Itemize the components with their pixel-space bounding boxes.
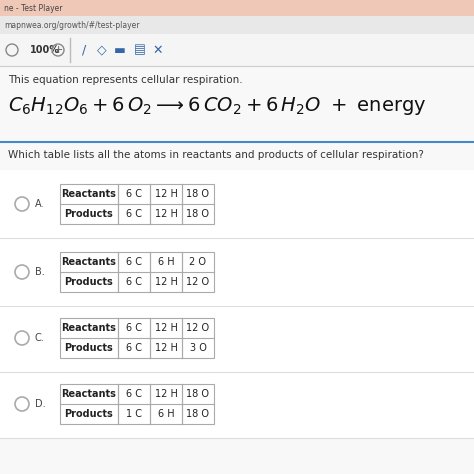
Text: 12 H: 12 H bbox=[155, 343, 177, 353]
Bar bbox=[0, 66, 474, 474]
Text: 6 C: 6 C bbox=[126, 257, 142, 267]
Bar bbox=[0, 304, 474, 372]
Text: +: + bbox=[53, 45, 63, 55]
Text: 18 O: 18 O bbox=[186, 389, 210, 399]
Bar bbox=[0, 370, 474, 438]
Text: Reactants: Reactants bbox=[62, 189, 117, 199]
Text: 18 O: 18 O bbox=[186, 409, 210, 419]
Bar bbox=[60, 318, 214, 358]
Text: ✕: ✕ bbox=[153, 44, 163, 56]
Text: 6 C: 6 C bbox=[126, 389, 142, 399]
Text: mapnwea.org/growth/#/test-player: mapnwea.org/growth/#/test-player bbox=[4, 20, 139, 29]
Text: 18 O: 18 O bbox=[186, 209, 210, 219]
Bar bbox=[0, 0, 474, 16]
Text: Reactants: Reactants bbox=[62, 323, 117, 333]
Text: Products: Products bbox=[64, 343, 113, 353]
Text: 2 O: 2 O bbox=[190, 257, 207, 267]
Text: 6 H: 6 H bbox=[158, 257, 174, 267]
Text: 12 O: 12 O bbox=[186, 277, 210, 287]
Text: 100%: 100% bbox=[30, 45, 60, 55]
Text: ▬: ▬ bbox=[114, 44, 126, 56]
Text: 12 H: 12 H bbox=[155, 323, 177, 333]
Text: /: / bbox=[82, 44, 86, 56]
Text: 6 C: 6 C bbox=[126, 343, 142, 353]
Text: Reactants: Reactants bbox=[62, 389, 117, 399]
Bar bbox=[0, 238, 474, 306]
Text: $C_6H_{12}O_6 + 6\,O_2 \longrightarrow 6\,CO_2 + 6\,H_2O\ +\ \mathrm{energy}$: $C_6H_{12}O_6 + 6\,O_2 \longrightarrow 6… bbox=[8, 95, 427, 117]
Text: ne - Test Player: ne - Test Player bbox=[4, 3, 63, 12]
Text: Products: Products bbox=[64, 209, 113, 219]
Text: Products: Products bbox=[64, 277, 113, 287]
Text: 6 H: 6 H bbox=[158, 409, 174, 419]
Bar bbox=[60, 384, 214, 424]
Bar bbox=[60, 252, 214, 292]
Text: ▤: ▤ bbox=[134, 44, 146, 56]
Text: A.: A. bbox=[35, 199, 45, 209]
Text: 12 H: 12 H bbox=[155, 209, 177, 219]
Bar bbox=[60, 184, 214, 224]
Text: 18 O: 18 O bbox=[186, 189, 210, 199]
Text: Products: Products bbox=[64, 409, 113, 419]
Text: This equation represents cellular respiration.: This equation represents cellular respir… bbox=[8, 75, 243, 85]
Text: Which table lists all the atoms in reactants and products of cellular respiratio: Which table lists all the atoms in react… bbox=[8, 150, 424, 160]
Text: 12 H: 12 H bbox=[155, 189, 177, 199]
Text: 12 O: 12 O bbox=[186, 323, 210, 333]
Text: 12 H: 12 H bbox=[155, 277, 177, 287]
Text: D.: D. bbox=[35, 399, 46, 409]
Text: C.: C. bbox=[35, 333, 45, 343]
Bar bbox=[0, 16, 474, 34]
Text: ◇: ◇ bbox=[97, 44, 107, 56]
Text: 3 O: 3 O bbox=[190, 343, 207, 353]
Text: 1 C: 1 C bbox=[126, 409, 142, 419]
Bar bbox=[0, 34, 474, 66]
Text: B.: B. bbox=[35, 267, 45, 277]
Text: Reactants: Reactants bbox=[62, 257, 117, 267]
Bar bbox=[0, 170, 474, 238]
Text: 6 C: 6 C bbox=[126, 189, 142, 199]
Text: 6 C: 6 C bbox=[126, 209, 142, 219]
Text: 6 C: 6 C bbox=[126, 323, 142, 333]
Text: 12 H: 12 H bbox=[155, 389, 177, 399]
Text: 6 C: 6 C bbox=[126, 277, 142, 287]
